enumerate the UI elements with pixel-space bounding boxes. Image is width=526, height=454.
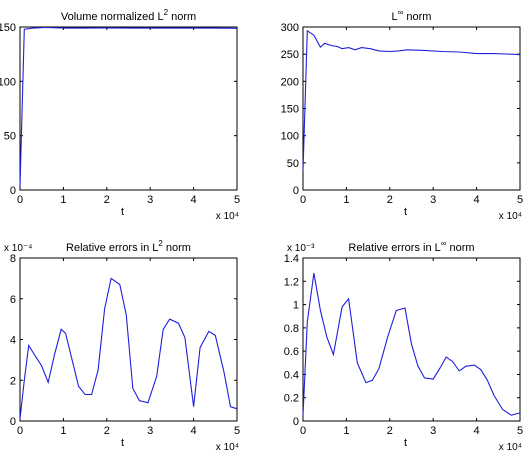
series-line — [19, 26, 238, 187]
plot-frame — [302, 257, 521, 422]
x-axis-label: t — [121, 437, 124, 449]
x-axis-multiplier: x 10⁴ — [499, 442, 522, 453]
y-tick-label: 1 — [293, 300, 299, 312]
y-tick-label: 0 — [10, 185, 16, 197]
y-tick-label: 4 — [10, 335, 16, 347]
x-tick-label: 5 — [517, 425, 523, 437]
y-tick-label: 150 — [0, 22, 16, 34]
y-tick-label: 150 — [281, 104, 299, 116]
x-tick-label: 2 — [387, 194, 393, 206]
x-axis-multiplier: x 10⁴ — [499, 211, 522, 222]
y-tick-label: 1.2 — [284, 276, 299, 288]
chart-title: Volume normalized L2 norm — [61, 8, 196, 23]
y-axis-multiplier: x 10⁻³ — [287, 243, 315, 254]
y-tick-label: 0.6 — [284, 346, 299, 358]
series-line — [302, 273, 521, 416]
y-tick-label: 0.4 — [284, 369, 299, 381]
y-tick-label: 300 — [281, 22, 299, 34]
y-tick-label: 8 — [10, 253, 16, 265]
x-tick-label: 0 — [17, 425, 23, 437]
y-tick-label: 0 — [293, 416, 299, 428]
y-tick-label: 0 — [293, 185, 299, 197]
y-tick-label: 2 — [10, 375, 16, 387]
x-tick-label: 5 — [234, 425, 240, 437]
y-tick-label: 250 — [281, 49, 299, 61]
y-tick-label: 50 — [4, 131, 16, 143]
x-tick-label: 1 — [343, 194, 349, 206]
x-tick-label: 4 — [191, 425, 197, 437]
x-axis-label: t — [121, 206, 124, 218]
y-tick-label: 0 — [10, 416, 16, 428]
chart-title: L∞ norm — [392, 8, 432, 23]
x-axis-multiplier: x 10⁴ — [216, 211, 239, 222]
x-tick-label: 4 — [474, 425, 480, 437]
y-tick-label: 100 — [281, 131, 299, 143]
plot-frame — [302, 26, 521, 191]
x-tick-label: 0 — [300, 425, 306, 437]
x-tick-label: 4 — [191, 194, 197, 206]
x-tick-label: 3 — [430, 194, 436, 206]
x-tick-label: 2 — [104, 194, 110, 206]
y-tick-label: 100 — [0, 76, 16, 88]
x-tick-label: 4 — [474, 194, 480, 206]
x-axis-multiplier: x 10⁴ — [216, 442, 239, 453]
plot-frame — [19, 26, 238, 191]
series-line — [19, 277, 238, 420]
x-tick-label: 1 — [60, 194, 66, 206]
x-tick-label: 5 — [517, 194, 523, 206]
chart-title: Relative errors in L2 norm — [66, 239, 191, 254]
y-tick-label: 200 — [281, 76, 299, 88]
x-tick-label: 1 — [60, 425, 66, 437]
y-tick-label: 0.2 — [284, 393, 299, 405]
series-line — [302, 29, 521, 172]
x-tick-label: 0 — [17, 194, 23, 206]
chart-panel-3: 0 1 2 3 4 5 0 2 4 6 8 Relative errors in L2 norm t x … — [4, 239, 240, 453]
y-tick-label: 1.4 — [284, 253, 299, 265]
x-tick-label: 0 — [300, 194, 306, 206]
x-tick-label: 5 — [234, 194, 240, 206]
x-axis-label: t — [404, 206, 407, 218]
y-tick-label: 0.8 — [284, 323, 299, 335]
x-tick-label: 3 — [430, 425, 436, 437]
y-tick-label: 6 — [10, 294, 16, 306]
y-axis-multiplier: x 10⁻⁴ — [4, 243, 32, 254]
x-tick-label: 3 — [147, 425, 153, 437]
x-tick-label: 3 — [147, 194, 153, 206]
x-tick-label: 1 — [343, 425, 349, 437]
x-axis-label: t — [404, 437, 407, 449]
chart-panel-4: 0 1 2 3 4 5 0 0.2 0.4 0.6 0.8 1 1.2 1.4 Relative error… — [284, 239, 523, 453]
x-tick-label: 2 — [104, 425, 110, 437]
x-tick-label: 2 — [387, 425, 393, 437]
y-tick-label: 50 — [287, 158, 299, 170]
chart-title: Relative errors in L∞ norm — [348, 239, 474, 254]
